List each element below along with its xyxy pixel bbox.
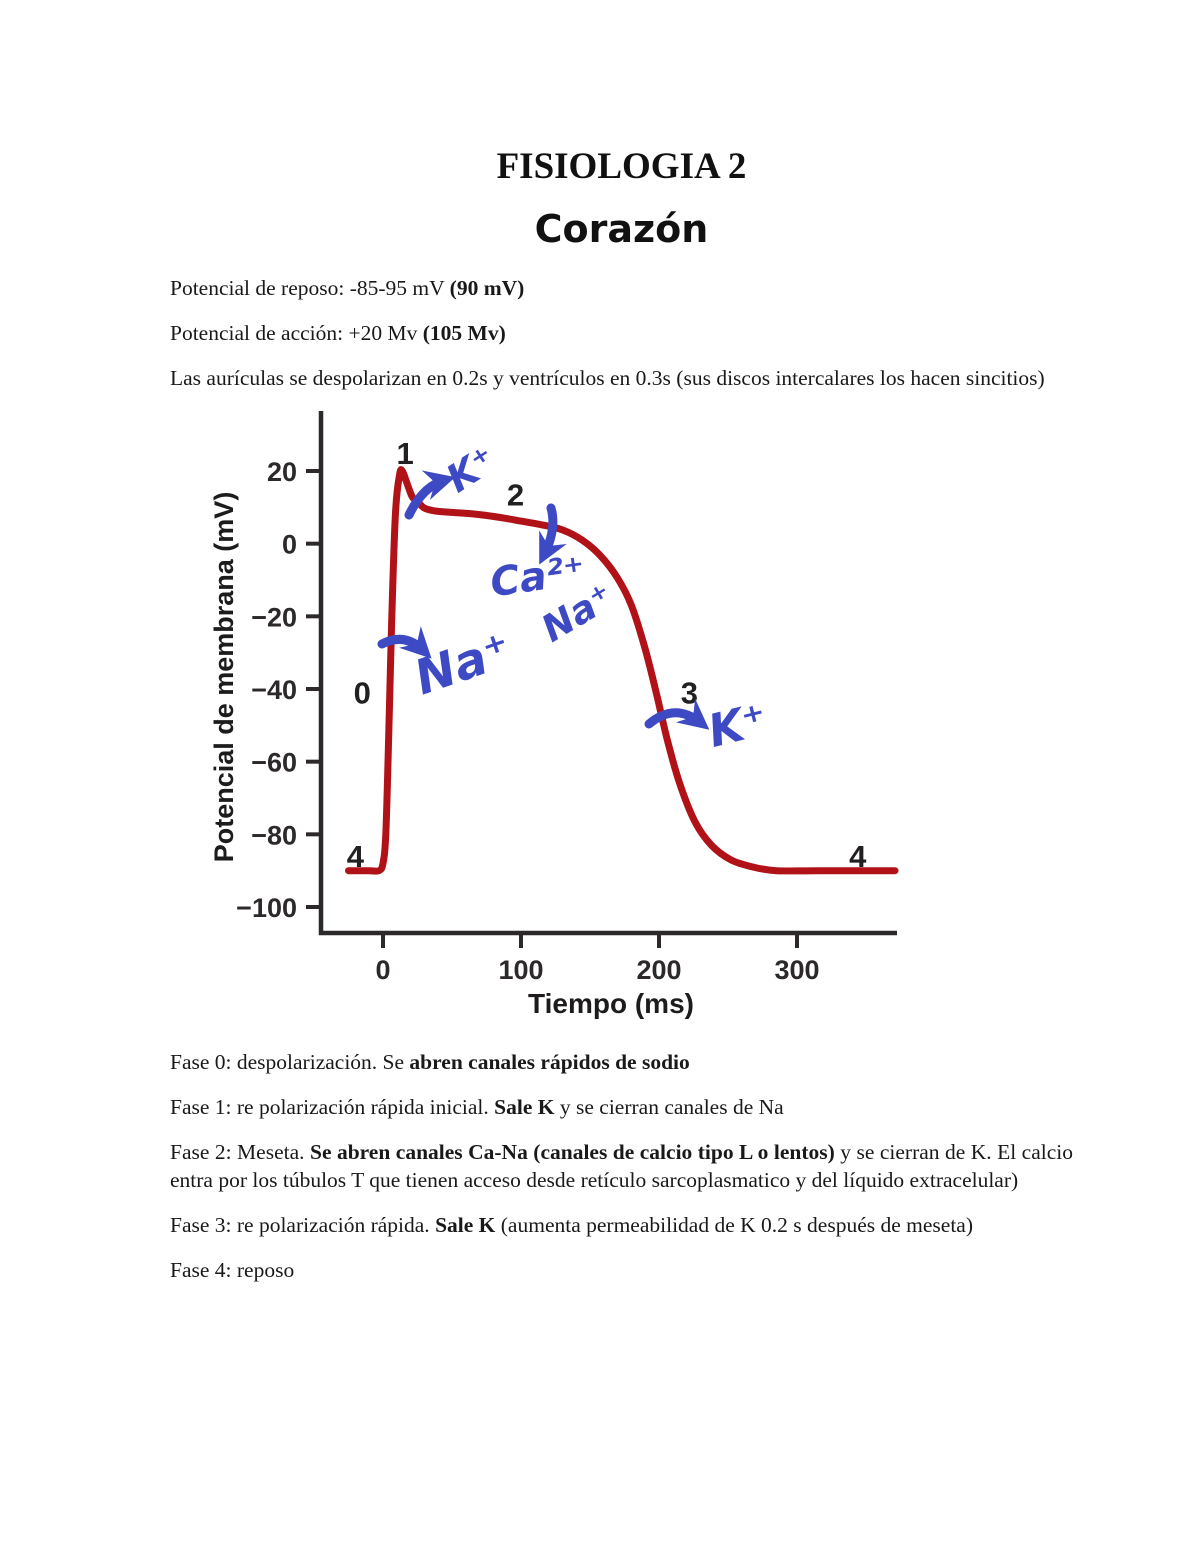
svg-text:−80: −80 xyxy=(251,820,297,850)
phase-1-suffix: y se cierran canales de Na xyxy=(554,1095,784,1119)
phase-1-bold: Sale K xyxy=(494,1095,555,1119)
svg-text:Na⁺: Na⁺ xyxy=(408,621,519,706)
k-out-arrow-phase1 xyxy=(404,470,456,520)
phase-2-prefix: Fase 2: Meseta. xyxy=(170,1140,310,1164)
phase-3-bold: Sale K xyxy=(435,1213,496,1237)
phase-3-prefix: Fase 3: re polarización rápida. xyxy=(170,1213,436,1237)
svg-text:20: 20 xyxy=(267,457,297,487)
svg-text:Tiempo (ms): Tiempo (ms) xyxy=(528,988,694,1019)
svg-text:K⁺: K⁺ xyxy=(439,437,504,501)
phase-1-paragraph: Fase 1: re polarización rápida inicial. … xyxy=(170,1093,1073,1121)
svg-text:−100: −100 xyxy=(236,893,297,923)
phase-3-paragraph: Fase 3: re polarización rápida. Sale K (… xyxy=(170,1211,1073,1239)
svg-text:1: 1 xyxy=(396,436,413,471)
svg-text:100: 100 xyxy=(498,955,543,985)
svg-text:−60: −60 xyxy=(251,748,297,778)
svg-text:K⁺: K⁺ xyxy=(703,692,773,758)
resting-potential-line: Potencial de reposo: -85-95 mV (90 mV) xyxy=(170,274,1073,302)
svg-text:Potencial de membrana (mV): Potencial de membrana (mV) xyxy=(209,492,239,863)
phase-0-paragraph: Fase 0: despolarización. Se abren canale… xyxy=(170,1048,1073,1076)
ion-labels: K⁺Ca²⁺Na⁺Na⁺K⁺ xyxy=(408,437,773,758)
ca-in-arrow-phase2 xyxy=(539,503,567,565)
svg-text:4: 4 xyxy=(849,839,867,874)
resting-potential-text: Potencial de reposo: -85-95 mV xyxy=(170,276,450,300)
action-potential-bold: (105 Mv) xyxy=(422,321,506,345)
svg-text:−40: −40 xyxy=(251,675,297,705)
svg-text:0: 0 xyxy=(282,530,297,560)
svg-text:2: 2 xyxy=(507,478,524,513)
svg-text:−20: −20 xyxy=(251,602,297,632)
document-page: FISIOLOGIA 2 Corazón Potencial de reposo… xyxy=(170,146,1073,1284)
svg-text:200: 200 xyxy=(636,955,681,985)
phase-0-bold: abren canales rápidos de sodio xyxy=(409,1050,690,1074)
page-subtitle: Corazón xyxy=(534,207,709,251)
phase-4-paragraph: Fase 4: reposo xyxy=(170,1256,1073,1284)
phase-2-suffix: y se cierran de K. El calcio entra por l… xyxy=(170,1140,1073,1192)
svg-text:0: 0 xyxy=(354,676,371,711)
na-in-arrow-phase0 xyxy=(377,626,432,659)
page-title: FISIOLOGIA 2 xyxy=(496,146,747,187)
phase-1-prefix: Fase 1: re polarización rápida inicial. xyxy=(170,1095,495,1119)
svg-text:0: 0 xyxy=(375,955,390,985)
resting-potential-bold: (90 mV) xyxy=(449,276,525,300)
phase-2-bold: Se abren canales Ca-Na (canales de calci… xyxy=(309,1140,835,1164)
action-potential-line: Potencial de acción: +20 Mv (105 Mv) xyxy=(170,319,1073,347)
action-potential-text: Potencial de acción: +20 Mv xyxy=(170,321,423,345)
phase-3-suffix: (aumenta permeabilidad de K 0.2 s despué… xyxy=(495,1213,973,1237)
svg-text:4: 4 xyxy=(347,839,365,874)
svg-text:300: 300 xyxy=(774,955,819,985)
depolarization-paragraph: Las aurículas se despolarizan en 0.2s y … xyxy=(170,366,1045,390)
phase-4-prefix: Fase 4: reposo xyxy=(170,1258,295,1282)
phase-2-paragraph: Fase 2: Meseta. Se abren canales Ca-Na (… xyxy=(170,1138,1073,1194)
k-out-arrow-phase3 xyxy=(644,698,710,730)
phase-0-prefix: Fase 0: despolarización. Se xyxy=(170,1050,410,1074)
action-potential-curve xyxy=(345,466,899,875)
action-potential-figure: 20 0 −20 −40 −60 −80 −100 0 100 200 300 Tiempo (ms)… xyxy=(183,409,923,1028)
svg-text:3: 3 xyxy=(681,676,698,711)
ion-arrows xyxy=(377,470,710,730)
